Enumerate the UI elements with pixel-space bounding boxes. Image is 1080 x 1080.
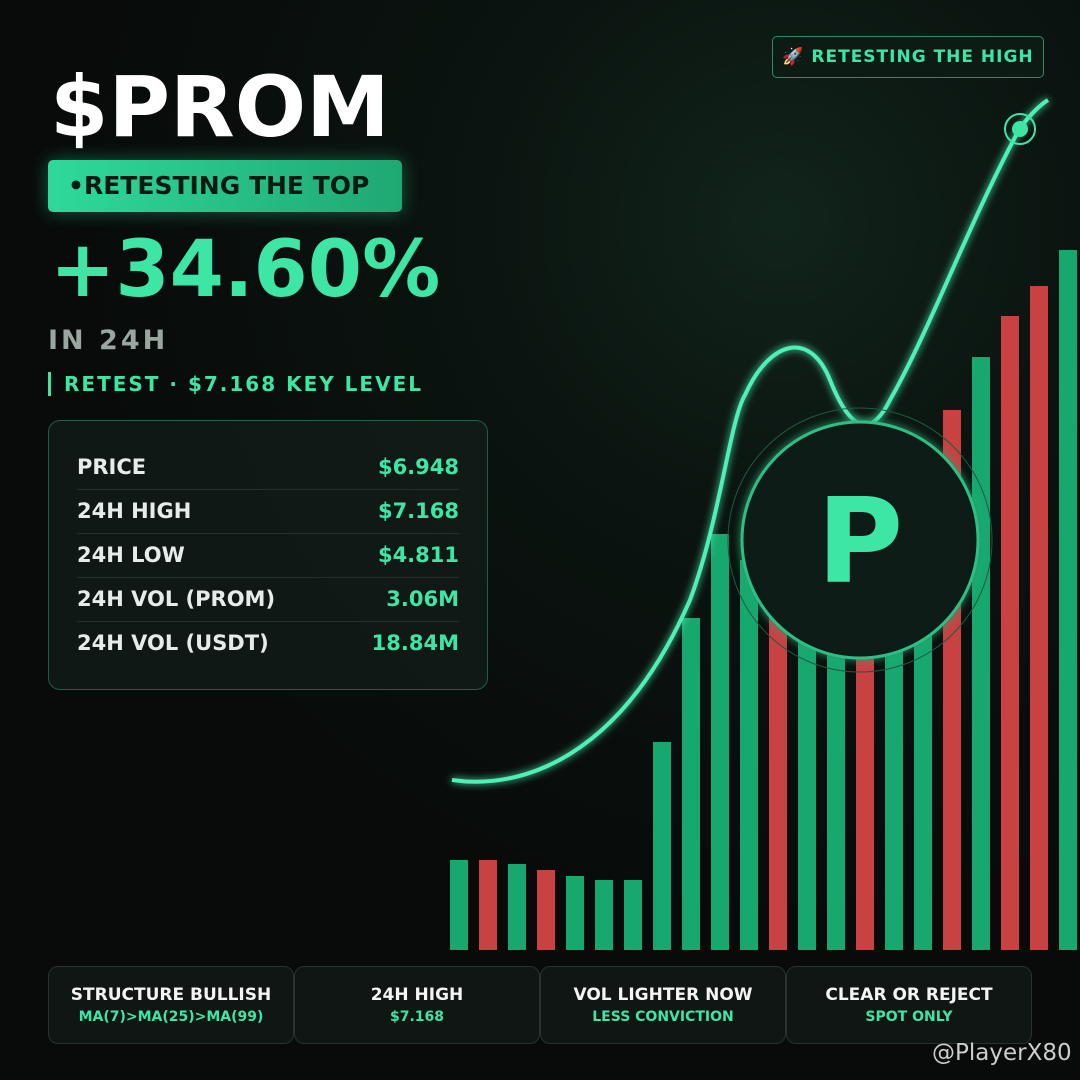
badge: •RETESTING THE TOP <box>48 160 402 212</box>
card-sub: SPOT ONLY <box>865 1009 953 1025</box>
stat-label: 24H VOL (PROM) <box>77 587 276 611</box>
stat-value: 3.06M <box>386 587 459 611</box>
stats-panel: PRICE $6.948 24H HIGH $7.168 24H LOW $4.811 24… <box>48 420 488 690</box>
stat-row: 24H LOW $4.811 <box>77 533 459 578</box>
stat-row: 24H VOL (PROM) 3.06M <box>77 577 459 622</box>
stat-value: $7.168 <box>377 499 459 523</box>
card-sub: MA(7)>MA(25)>MA(99) <box>78 1009 264 1025</box>
card: STRUCTURE BULLISH MA(7)>MA(25)>MA(99) <box>48 966 294 1044</box>
note: RETEST · $7.168 KEY LEVEL <box>48 372 423 396</box>
endpoint <box>1012 121 1028 137</box>
ticker: $PROM <box>50 58 390 156</box>
endpoint-ring <box>1004 113 1036 145</box>
stat-label: 24H HIGH <box>77 499 192 523</box>
card-title: 24H HIGH <box>370 985 464 1005</box>
coin-halo <box>727 407 993 673</box>
coin-letter: P <box>817 472 903 610</box>
stat-value: $4.811 <box>377 543 459 567</box>
coin <box>740 420 980 660</box>
card: 24H HIGH $7.168 <box>294 966 540 1044</box>
stat-label: 24H VOL (USDT) <box>77 631 269 655</box>
handle: @PlayerX80 <box>932 1040 1072 1066</box>
stat-label: PRICE <box>77 455 147 479</box>
stat-value: 18.84M <box>371 631 459 655</box>
stat-value: $6.948 <box>377 455 459 479</box>
change: +34.60% <box>50 225 441 315</box>
card-sub: $7.168 <box>389 1009 445 1025</box>
card: VOL LIGHTER NOW LESS CONVICTION <box>540 966 786 1044</box>
tag: 🚀 RETESTING THE HIGH <box>772 36 1044 78</box>
price-line <box>451 98 1050 784</box>
card-title: CLEAR OR REJECT <box>825 985 993 1005</box>
stat-row: 24H HIGH $7.168 <box>77 489 459 534</box>
stat-label: 24H LOW <box>77 543 185 567</box>
card: CLEAR OR REJECT SPOT ONLY <box>786 966 1032 1044</box>
stat-row: PRICE $6.948 <box>77 445 459 490</box>
period: IN 24H <box>48 325 169 356</box>
card-title: VOL LIGHTER NOW <box>573 985 753 1005</box>
card-title: STRUCTURE BULLISH <box>70 985 272 1005</box>
stat-row: 24H VOL (USDT) 18.84M <box>77 621 459 665</box>
card-sub: LESS CONVICTION <box>592 1009 734 1025</box>
